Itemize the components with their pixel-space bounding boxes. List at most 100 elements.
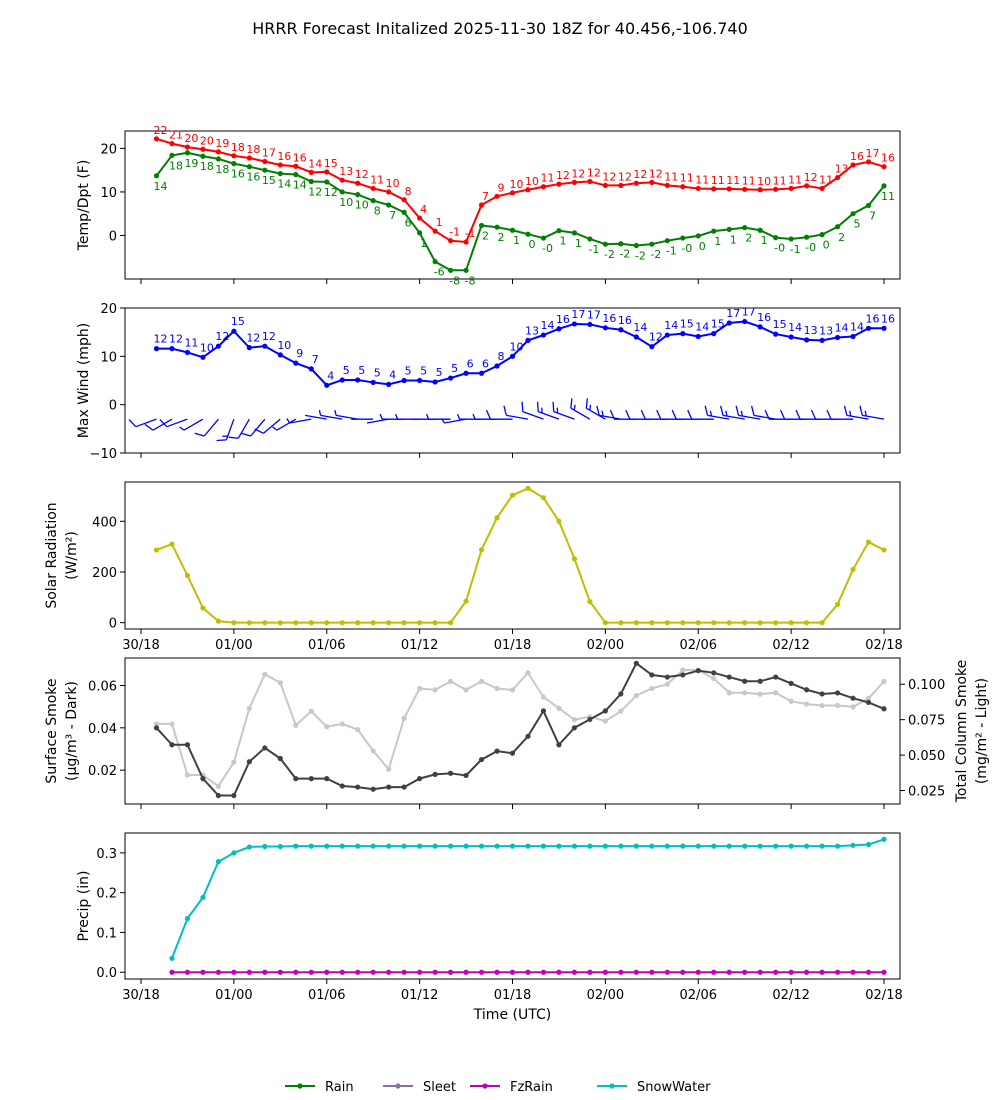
- column-smoke-point: [432, 687, 438, 693]
- temp-data-label: 12: [602, 170, 616, 183]
- wind-barb-half: [441, 418, 445, 424]
- solar-line: [156, 487, 885, 624]
- wind-barb-flag: [656, 409, 662, 420]
- wind-barb: [764, 409, 792, 420]
- fzrain-point: [293, 969, 299, 975]
- snowwater-point: [757, 843, 763, 849]
- column-smoke-point: [788, 698, 794, 704]
- wind-data-label: 6: [482, 357, 489, 370]
- column-smoke-point: [711, 675, 717, 682]
- dewpoint-data-label: 18: [200, 160, 214, 173]
- solar-point: [339, 620, 345, 626]
- dewpoint-point: [711, 228, 717, 234]
- wind-data-label: 5: [405, 365, 412, 378]
- wind-data-label: 17: [742, 306, 756, 319]
- snowwater-point: [370, 843, 376, 849]
- dewpoint-point: [865, 202, 872, 209]
- temperature-point: [742, 186, 748, 192]
- snowwater-point: [587, 843, 593, 849]
- snowwater-point: [742, 843, 748, 849]
- temperature-point: [788, 185, 794, 192]
- column-smoke-point: [447, 678, 454, 684]
- dewpoint-point: [509, 227, 516, 233]
- wind-barb: [656, 409, 683, 420]
- wind-point: [881, 325, 887, 331]
- temperature-point: [200, 146, 206, 152]
- x-tick-label: 01/18: [494, 638, 531, 653]
- temperature-point: [602, 182, 608, 189]
- wind-data-label: 17: [726, 307, 740, 320]
- fzrain-point: [726, 969, 732, 975]
- wind-barb-staff: [237, 418, 250, 439]
- temp-data-label: 10: [757, 175, 771, 188]
- snowwater-point: [804, 843, 810, 849]
- x-tick-label: 30/18: [122, 638, 159, 653]
- surface-smoke-point: [788, 680, 794, 686]
- surface-smoke-point: [850, 695, 856, 701]
- dewpoint-data-label: 15: [262, 174, 276, 187]
- surface-smoke-point: [447, 770, 454, 776]
- wind-barb-staff: [289, 418, 312, 424]
- dewpoint-data-label: -8: [449, 274, 460, 287]
- dewpoint-point: [246, 164, 252, 170]
- dewpoint-data-label: 10: [355, 199, 369, 212]
- temp-data-label: 17: [866, 147, 880, 160]
- wind-line: [156, 320, 884, 387]
- solar-point: [664, 620, 670, 626]
- snowwater-point: [711, 843, 717, 849]
- dewpoint-point: [231, 161, 237, 167]
- fzrain-point: [804, 969, 810, 975]
- temp-data-label: 13: [339, 165, 353, 178]
- x-tick-label: 01/00: [215, 638, 252, 653]
- wind-barb-flag: [780, 409, 786, 420]
- wind-barb-staff: [166, 418, 188, 428]
- column-smoke-point: [742, 690, 748, 696]
- dewpoint-data-label: 19: [184, 157, 198, 170]
- dewpoint-point: [200, 153, 206, 159]
- legend-label: SnowWater: [637, 1080, 711, 1095]
- wind-data-label: 12: [262, 330, 276, 343]
- panel-solar: 30/18 01/00 01/06 01/12 01/18 02/00 02/06 02/12…: [44, 481, 903, 653]
- wind-barb-half: [379, 413, 383, 420]
- temperature-point: [773, 186, 779, 192]
- temperature-point: [494, 193, 500, 199]
- wind-point: [324, 382, 330, 388]
- dewpoint-data-label: 10: [339, 196, 353, 209]
- temperature-point: [509, 190, 516, 196]
- snowwater-point: [478, 843, 485, 849]
- wind-point: [602, 325, 608, 331]
- wind-data-label: 9: [296, 347, 303, 360]
- dewpoint-point: [525, 231, 531, 237]
- temp-data-label: 12: [804, 171, 818, 184]
- surface-smoke-point: [571, 725, 578, 731]
- wind-barb: [521, 401, 544, 420]
- dewpoint-point: [680, 235, 686, 241]
- wind-data-label: 5: [436, 366, 443, 379]
- column-smoke-point: [834, 702, 841, 709]
- wind-barb: [485, 409, 513, 420]
- surface-smoke-point: [618, 691, 624, 697]
- wind-barb-flag: [843, 405, 848, 416]
- wind-point: [153, 346, 160, 352]
- y-tick-label: 200: [92, 566, 117, 581]
- fzrain-point: [463, 969, 469, 975]
- wind-barb-flag: [826, 409, 832, 420]
- temperature-point: [695, 185, 701, 192]
- column-smoke-point: [525, 670, 531, 676]
- surface-smoke-point: [602, 708, 608, 714]
- solar-point: [819, 620, 825, 626]
- wind-point: [773, 331, 779, 337]
- wind-point: [587, 321, 593, 328]
- temperature-point: [308, 169, 314, 175]
- snowwater-point: [865, 841, 872, 848]
- column-smoke-point: [339, 721, 345, 727]
- solar-point: [277, 620, 283, 626]
- surface-smoke-point: [463, 772, 469, 779]
- x-tick-label: 01/12: [401, 638, 438, 653]
- dewpoint-point: [649, 241, 655, 247]
- surface-smoke-point: [649, 672, 655, 678]
- column-smoke-point: [819, 702, 825, 709]
- dewpoint-point: [834, 224, 841, 230]
